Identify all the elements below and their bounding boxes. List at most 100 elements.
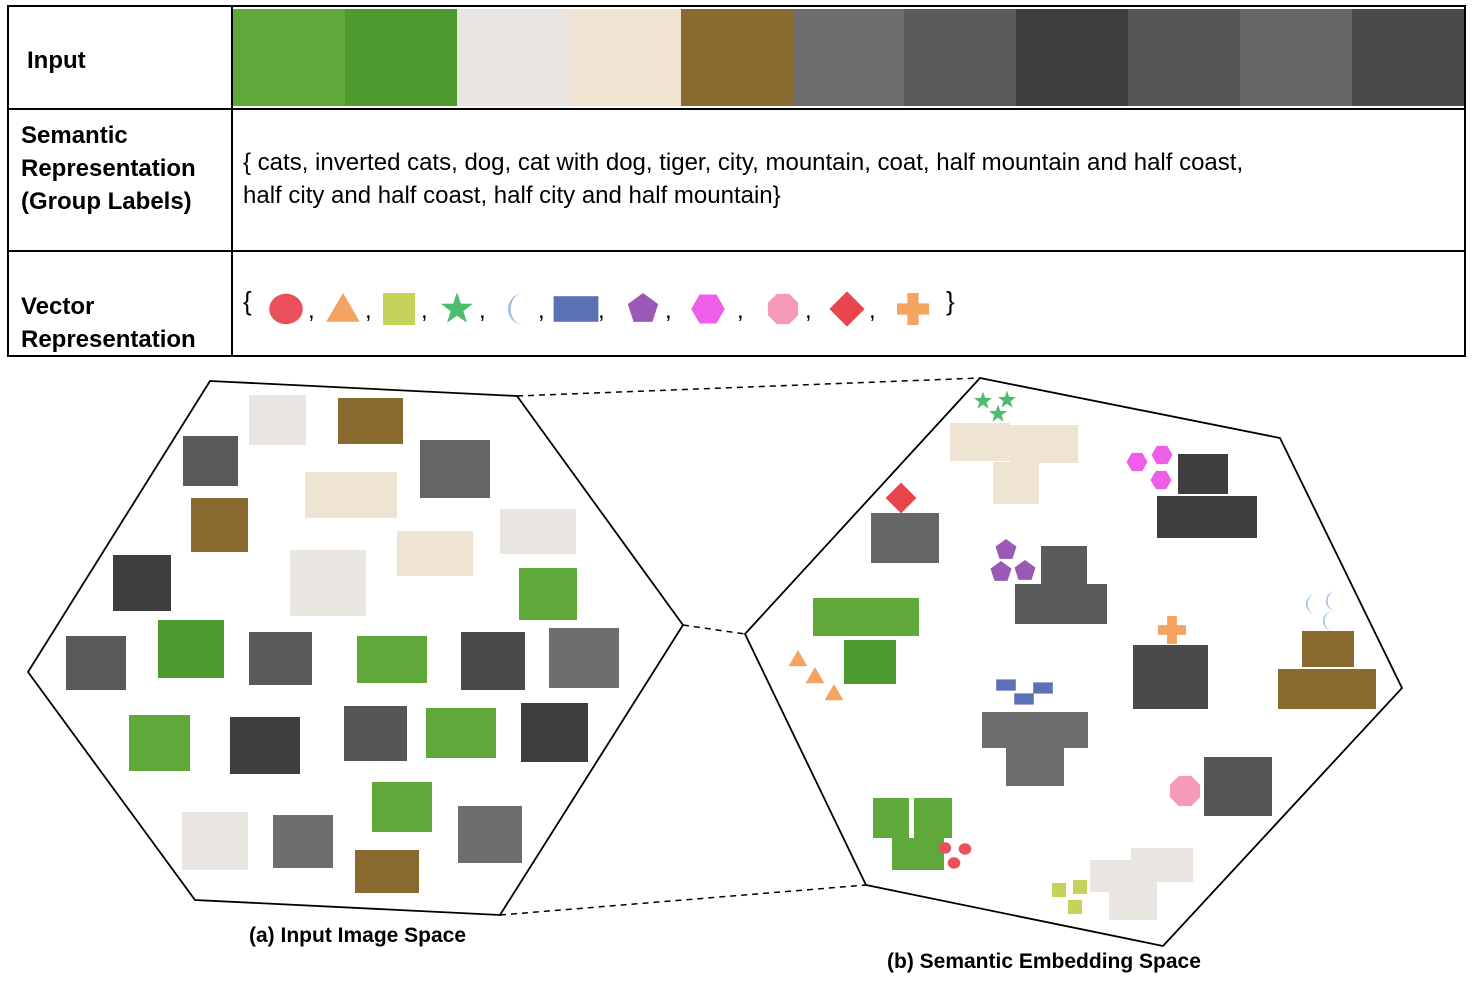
cross-symbol — [897, 293, 930, 325]
cat-image — [372, 782, 432, 832]
semantic-label-line: (Group Labels) — [21, 188, 192, 215]
inverted-cat-image — [158, 620, 224, 678]
mountain-image — [249, 632, 312, 685]
coast-image — [113, 555, 171, 611]
octagon-marker — [1169, 775, 1201, 807]
vector-separator: , — [479, 297, 486, 324]
half-city-half-mountain-image — [1133, 645, 1208, 709]
square-marker — [1073, 880, 1087, 894]
vector-brace-open: { — [243, 286, 252, 316]
diamond-symbol — [829, 291, 865, 327]
inverted-cat-image — [844, 640, 896, 684]
square-marker — [1068, 900, 1082, 914]
circle-marker — [938, 842, 952, 854]
cat-image — [869, 598, 919, 636]
hexagon-symbol — [691, 294, 725, 324]
city-image — [792, 9, 905, 106]
cat-image — [914, 798, 952, 838]
pentagon-marker — [990, 561, 1012, 581]
group-labels-line: half city and half coast, half city and … — [243, 182, 781, 209]
dog-image — [182, 812, 248, 870]
coast-image — [1205, 496, 1257, 538]
image-thumbnails — [66, 395, 1376, 920]
cat-with-dog-image — [397, 531, 473, 576]
table-column-divider — [231, 7, 233, 355]
tiger-image — [1326, 669, 1376, 709]
tiger-image — [191, 498, 248, 552]
moon-symbol — [508, 293, 524, 325]
coast-image — [1157, 496, 1205, 538]
tiger-image — [1278, 669, 1328, 709]
vector-separator: , — [737, 297, 744, 324]
cat-with-dog-image — [568, 9, 681, 106]
group-labels-line: { cats, inverted cats, dog, cat with dog… — [243, 149, 1244, 176]
diamond-marker — [885, 482, 917, 514]
circle-symbol — [269, 293, 303, 325]
mountain-image — [183, 436, 238, 486]
half-city-half-coast-image — [420, 440, 490, 498]
input-image-strip — [233, 9, 1464, 106]
input-row: Input — [9, 7, 1464, 110]
half-city-half-coast-image — [871, 513, 939, 563]
coast-image — [1016, 9, 1129, 106]
pentagon-symbol — [627, 293, 659, 322]
pentagon-marker — [1014, 560, 1036, 580]
star-symbol — [441, 292, 473, 323]
hexagon-marker — [1150, 470, 1172, 490]
half-mountain-half-coast-image — [1128, 9, 1241, 106]
input-row-content — [233, 7, 1464, 108]
input-row-label: Input — [27, 47, 86, 74]
cross-marker — [1158, 616, 1186, 644]
city-image — [1006, 748, 1064, 786]
vector-row-content: {,,,,,,,,,,} — [233, 252, 1464, 357]
rectangle-symbol — [553, 296, 599, 322]
cat-image — [357, 636, 427, 683]
moon-marker — [1323, 611, 1333, 631]
group-labels-text: { cats, inverted cats, dog, cat with dog… — [243, 146, 1444, 212]
coast-image — [521, 703, 588, 762]
vector-row: Vector Representation {,,,,,,,,,,} — [9, 252, 1464, 357]
mountain-image — [904, 9, 1017, 106]
cat-image — [426, 708, 496, 758]
pentagon-marker — [995, 539, 1017, 559]
cat-image — [892, 838, 944, 870]
circle-marker — [958, 843, 972, 855]
star-marker — [989, 404, 1007, 422]
cat-with-dog-image — [993, 462, 1039, 504]
vector-symbols: {,,,,,,,,,,} — [243, 286, 955, 327]
city-image — [549, 628, 619, 688]
hexagon-marker — [1126, 452, 1148, 472]
city-image — [458, 806, 522, 863]
triangle-marker — [805, 667, 825, 684]
vector-separator: , — [421, 297, 428, 324]
mapping-dashed-line — [499, 884, 867, 916]
vector-separator: , — [869, 297, 876, 324]
city-image — [982, 712, 1088, 748]
vector-separator: , — [365, 297, 372, 324]
dog-image — [500, 509, 576, 554]
semantic-row-label: Semantic Representation (Group Labels) — [21, 119, 196, 218]
semantic-row-content: { cats, inverted cats, dog, cat with dog… — [233, 110, 1464, 250]
half-city-half-mountain-image — [1352, 9, 1464, 106]
mountain-image — [1041, 546, 1087, 584]
semantic-label-line: Representation — [21, 155, 196, 182]
half-city-half-mountain-image — [461, 632, 525, 690]
moon-marker — [1306, 594, 1316, 614]
triangle-marker — [824, 684, 844, 701]
rectangle-marker — [1014, 693, 1034, 705]
vector-separator: , — [538, 297, 545, 324]
cat-with-dog-image — [305, 472, 397, 518]
mountain-image — [1015, 584, 1061, 624]
space-outlines — [26, 377, 1404, 947]
vector-separator: , — [598, 297, 605, 324]
representation-table: Input Semantic Representation (Group Lab… — [7, 5, 1466, 357]
embedding-markers — [788, 390, 1336, 914]
cat-with-dog-image — [950, 423, 1010, 461]
vector-brace-close: } — [946, 286, 955, 316]
dog-image — [249, 395, 306, 445]
half-city-half-coast-image — [1240, 9, 1353, 106]
cat-image — [233, 9, 345, 106]
vector-separator: , — [805, 297, 812, 324]
tiger-image — [338, 398, 403, 444]
